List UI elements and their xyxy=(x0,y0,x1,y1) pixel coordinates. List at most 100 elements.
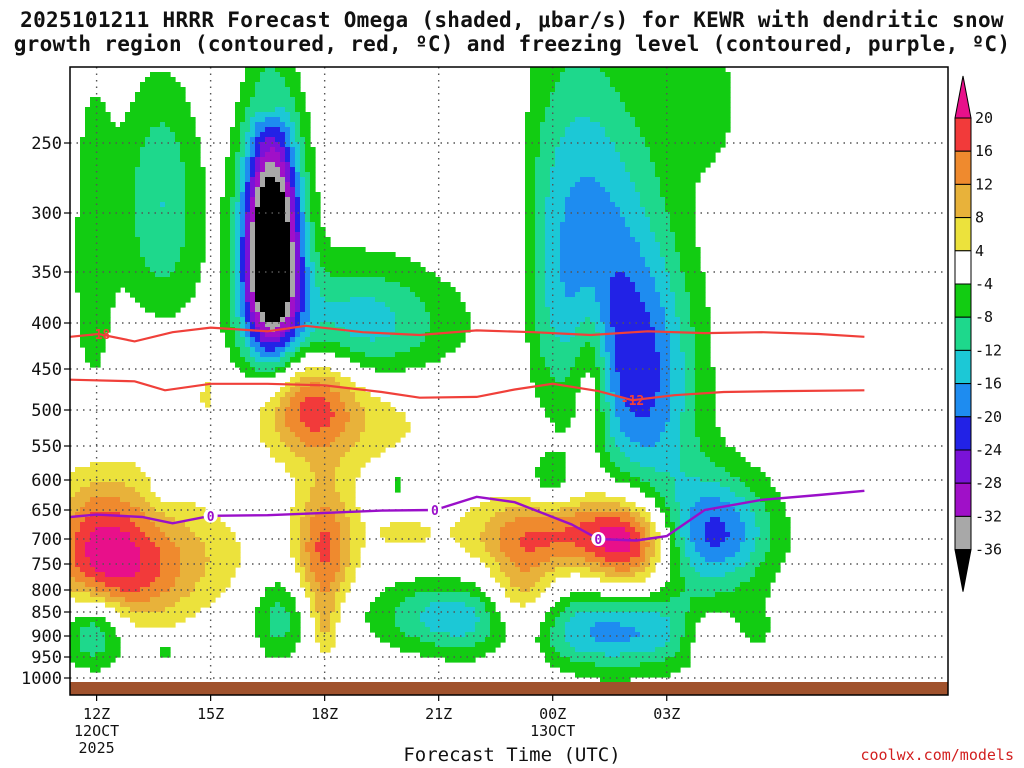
omega-shade-cell xyxy=(140,152,181,158)
omega-shade-cell xyxy=(295,222,301,228)
omega-shade-cell xyxy=(255,312,261,318)
omega-shade-cell xyxy=(335,412,351,418)
omega-shade-cell xyxy=(680,507,691,513)
omega-shade-cell xyxy=(755,572,776,578)
omega-shade-cell xyxy=(320,557,331,563)
omega-shade-cell xyxy=(105,632,116,638)
omega-shade-cell xyxy=(305,222,311,228)
omega-shade-cell xyxy=(80,177,136,183)
omega-shade-cell xyxy=(290,267,296,273)
omega-shade-cell xyxy=(610,427,621,433)
omega-shade-cell xyxy=(335,572,346,578)
omega-shade-cell xyxy=(240,287,246,293)
omega-shade-cell xyxy=(80,142,146,148)
omega-shade-cell xyxy=(525,247,536,253)
omega-shade-cell xyxy=(530,362,546,368)
omega-shade-cell xyxy=(730,612,766,618)
omega-shade-cell xyxy=(350,562,361,568)
credit-link[interactable]: coolwx.com/models xyxy=(860,746,1014,764)
omega-shade-cell xyxy=(265,182,281,188)
omega-shade-cell xyxy=(650,412,671,418)
omega-shade-cell xyxy=(725,522,746,528)
omega-shade-cell xyxy=(290,172,296,178)
omega-shade-cell xyxy=(540,147,556,153)
colorbar-label: -28 xyxy=(975,474,1002,492)
omega-shade-cell xyxy=(295,292,301,298)
omega-shade-cell xyxy=(630,522,641,528)
omega-shade-cell xyxy=(255,277,291,283)
omega-shade-cell xyxy=(275,422,286,428)
omega-shade-cell xyxy=(240,262,246,268)
omega-shade-cell xyxy=(285,467,311,473)
omega-shade-cell xyxy=(695,407,716,413)
omega-shade-cell xyxy=(525,192,536,198)
omega-shade-cell xyxy=(620,92,731,98)
omega-shade-cell xyxy=(245,107,276,113)
omega-shade-cell xyxy=(695,332,711,338)
omega-shade-cell xyxy=(290,312,296,318)
omega-shade-cell xyxy=(285,632,301,638)
y-tick-label: 400 xyxy=(31,314,62,334)
omega-shade-cell xyxy=(480,617,491,623)
omega-shade-cell xyxy=(240,162,246,168)
omega-shade-cell xyxy=(535,172,551,178)
omega-shade-cell xyxy=(650,147,721,153)
omega-shade-cell xyxy=(80,302,116,308)
omega-shade-cell xyxy=(570,602,691,608)
omega-shade-cell xyxy=(260,157,281,163)
x-tick-label: 18Z xyxy=(311,705,338,723)
omega-shade-cell xyxy=(280,187,286,193)
omega-shade-cell xyxy=(605,132,641,138)
dgz-contour-label: -18 xyxy=(87,328,111,343)
omega-shade-cell xyxy=(350,522,366,528)
omega-shade-cell xyxy=(295,497,311,503)
omega-shade-cell xyxy=(255,322,266,328)
omega-shade-cell xyxy=(550,192,571,198)
omega-shade-cell xyxy=(540,632,551,638)
omega-shade-cell xyxy=(295,337,306,343)
omega-shade-cell xyxy=(290,182,296,188)
omega-shade-cell xyxy=(605,467,621,473)
omega-shade-cell xyxy=(680,557,691,563)
omega-shade-cell xyxy=(330,612,341,618)
omega-shade-cell xyxy=(95,622,111,628)
omega-shade-cell xyxy=(580,177,596,183)
omega-shade-cell xyxy=(185,227,206,233)
omega-shade-cell xyxy=(290,217,296,223)
omega-shade-cell xyxy=(290,257,296,263)
omega-shade-cell xyxy=(710,542,721,548)
omega-shade-cell xyxy=(230,227,236,233)
omega-shade-cell xyxy=(555,622,566,628)
omega-shade-cell xyxy=(645,547,656,553)
omega-shade-cell xyxy=(305,592,316,598)
omega-shade-cell xyxy=(285,187,291,193)
omega-shade-cell xyxy=(280,322,291,328)
omega-shade-cell xyxy=(305,137,311,143)
omega-shade-cell xyxy=(225,192,236,198)
omega-shade-cell xyxy=(310,287,321,293)
omega-shade-cell xyxy=(260,202,286,208)
omega-shade-cell xyxy=(480,502,581,508)
omega-shade-cell xyxy=(425,607,476,613)
omega-shade-cell xyxy=(310,247,316,253)
omega-shade-cell xyxy=(235,187,241,193)
omega-shade-cell xyxy=(290,232,296,238)
omega-shade-cell xyxy=(640,247,661,253)
omega-shade-cell xyxy=(250,237,256,243)
omega-shade-cell xyxy=(585,492,606,498)
omega-shade-cell xyxy=(255,197,261,203)
omega-shade-cell xyxy=(770,532,791,538)
colorbar-swatch xyxy=(954,183,972,219)
omega-shade-cell xyxy=(230,272,236,278)
omega-shade-cell xyxy=(690,557,706,563)
omega-shade-cell xyxy=(570,497,626,503)
omega-shade-cell xyxy=(275,162,286,168)
omega-shade-cell xyxy=(535,227,546,233)
omega-shade-cell xyxy=(540,132,566,138)
omega-shade-cell xyxy=(640,532,646,538)
omega-shade-cell xyxy=(245,117,251,123)
omega-shade-cell xyxy=(255,182,261,188)
omega-shade-cell xyxy=(475,622,491,628)
omega-shade-cell xyxy=(305,287,311,293)
omega-shade-cell xyxy=(485,542,501,548)
